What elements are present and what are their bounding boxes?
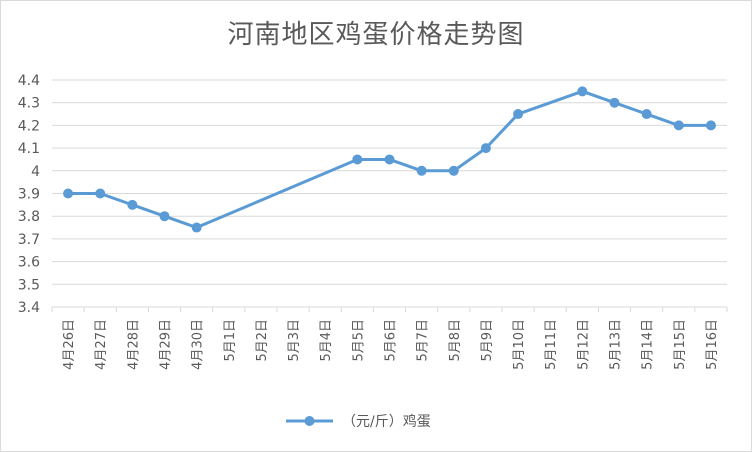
x-tick-label: 5月16日 [705,319,720,370]
x-tick-label: 5月3日 [287,319,302,362]
data-point [513,109,524,120]
data-point [705,120,716,131]
data-point [95,188,106,199]
legend-label: （元/斤）鸡蛋 [342,413,431,430]
series-group [63,86,716,233]
y-tick-label: 4.2 [18,118,40,134]
data-point [480,143,491,154]
x-tick-label: 5月15日 [673,319,688,370]
x-tick-label: 5月1日 [223,319,238,362]
y-tick-label: 4.3 [18,96,40,112]
x-tick-label: 5月9日 [480,319,495,362]
y-tick-label: 3.8 [18,209,40,225]
y-tick-label: 4 [31,164,40,180]
y-tick-label: 3.9 [18,187,40,203]
data-point [577,86,588,97]
x-tick-label: 5月6日 [384,319,399,362]
y-axis-ticks: 3.4 3.5 3.6 3.7 3.8 3.9 4 4.1 4.2 4.3 4.4 [18,73,40,316]
y-tick-label: 3.7 [18,232,40,248]
data-point [609,97,620,108]
y-tick-label: 3.5 [18,277,40,293]
y-tick-label: 4.4 [18,73,40,89]
legend: （元/斤）鸡蛋 [286,413,431,430]
x-tick-label: 4月27日 [94,319,109,370]
data-point [673,120,684,131]
data-point [448,165,459,176]
y-tick-label: 3.4 [18,300,40,316]
x-tick-label: 4月29日 [159,319,174,370]
legend-marker [304,416,315,426]
chart-title: 河南地区鸡蛋价格走势图 [227,20,525,50]
data-point [127,199,138,210]
x-tick-label: 5月5日 [351,319,366,362]
x-tick-label: 5月8日 [448,319,463,362]
x-tick-label: 5月4日 [319,319,334,362]
data-point [384,154,395,165]
x-tick-label: 5月10日 [512,319,527,370]
x-tick-label: 5月11日 [544,319,559,370]
series-line [68,89,711,230]
data-point [191,222,202,233]
y-tick-label: 4.1 [18,141,40,157]
x-axis-ticks: 4月26日 4月27日 4月28日 4月29日 4月30日 5月1日 5月2日 5月3日 5月4… [51,307,728,370]
data-point [352,154,363,165]
x-tick-label: 5月2日 [255,319,270,362]
grid-lines [52,79,727,308]
x-tick-label: 4月26日 [62,319,77,370]
data-point [63,188,74,199]
data-point [641,109,652,120]
x-tick-label: 5月7日 [416,319,431,362]
y-tick-label: 3.6 [18,255,40,271]
x-tick-label: 5月12日 [576,319,591,370]
x-tick-label: 5月14日 [641,319,656,370]
x-tick-label: 5月13日 [609,319,624,370]
x-tick-label: 4月28日 [126,319,141,370]
x-tick-label: 4月30日 [191,319,206,370]
data-point [159,211,170,222]
data-point [416,165,427,176]
